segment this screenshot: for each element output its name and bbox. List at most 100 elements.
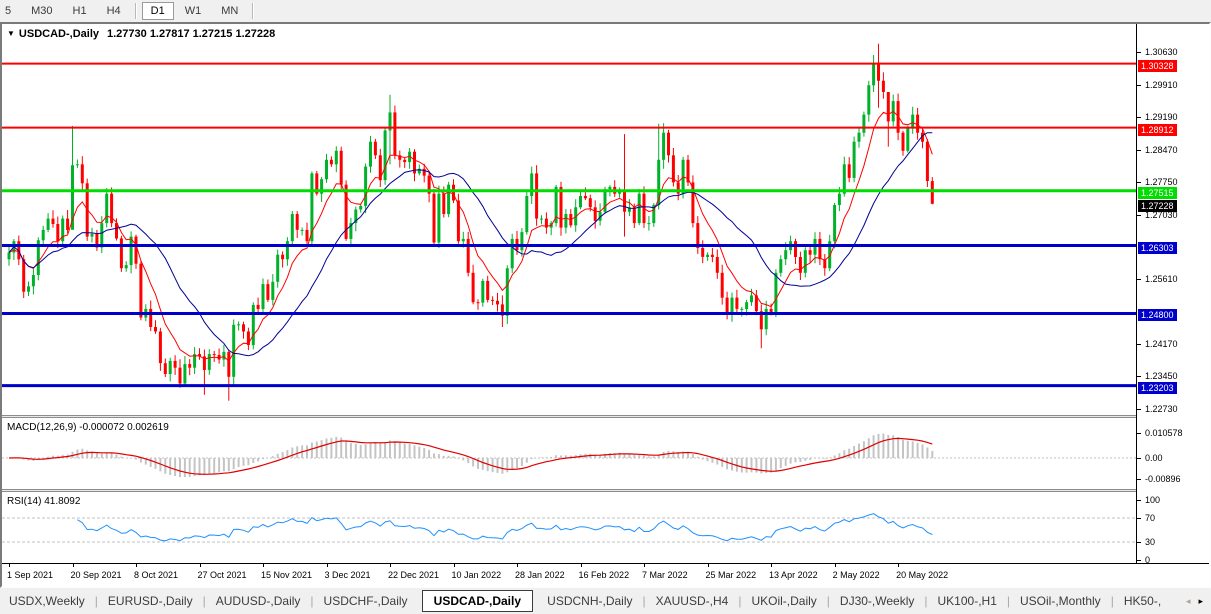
timeframe-button-m30[interactable]: M30 [31,5,53,17]
timeframe-button-w1[interactable]: W1 [184,5,202,17]
date-axis[interactable]: 1 Sep 2021 20 Sep 2021 8 Oct 2021 27 Oct 20… [2,563,1209,587]
date-label: 22 Dec 2021 [388,570,440,580]
rsi-tick-label: 30 [1145,537,1156,547]
chart-ohlc-values: 1.27730 1.27817 1.27215 1.27228 [107,28,276,40]
price-tick-mark [1137,214,1141,216]
date-label: 27 Oct 2021 [197,570,247,580]
rsi-value: 41.8092 [44,496,81,507]
rsi-tick-label: 0 [1145,555,1151,565]
date-tick-mark [707,564,709,567]
timeframe-toolbar: 5 M30 H1 H4 D1 W1 MN [0,0,1211,22]
date-label: 10 Jan 2022 [451,570,502,580]
tab-scroll-left-icon[interactable]: ◂ [1185,595,1191,606]
rsi-tick-mark [1137,560,1141,561]
timeframe-button-h1[interactable]: H1 [72,5,87,17]
current-price-badge: 1.27228 [1138,199,1177,212]
price-tick-mark [1137,376,1141,378]
chart-tab-xauusd-h4[interactable]: XAUUSD-,H4 [655,594,729,608]
price-tick-label: 1.23450 [1145,371,1178,382]
macd-label: MACD(12,26,9) -0.000072 0.002619 [7,422,169,433]
chart-tab-usoil-monthly[interactable]: USOil-,Monthly [1020,594,1101,608]
tab-separator: | [1006,594,1010,608]
price-tick-label: 1.28470 [1145,144,1178,155]
price-level-badge: 1.27515 [1138,186,1177,199]
tab-separator: | [642,594,646,608]
date-label: 8 Oct 2021 [134,570,179,580]
price-tick-mark [1137,278,1141,280]
chart-tab-ukoil-daily[interactable]: UKOil-,Daily [751,594,817,608]
chart-dropdown-icon[interactable]: ▼ [7,29,15,38]
price-level-badge: 1.30328 [1138,59,1177,72]
date-label: 2 May 2022 [832,570,880,580]
price-tick-mark [1137,149,1141,151]
macd-chart[interactable] [2,418,1137,489]
date-label: 3 Dec 2021 [324,570,371,580]
date-label: 15 Nov 2021 [261,570,313,580]
rsi-pane[interactable]: RSI(14) 41.8092 [2,492,1209,563]
tab-separator: | [1110,594,1114,608]
price-level-badge: 1.28912 [1138,123,1177,136]
rsi-tick-label: 70 [1145,513,1156,523]
date-tick-mark [834,564,836,567]
price-tick-label: 1.30630 [1145,47,1178,57]
chart-tab-usdx-weekly[interactable]: USDX,Weekly [9,594,85,608]
timeframe-button-mn[interactable]: MN [221,5,239,17]
timeframe-button-d1[interactable]: D1 [141,2,174,20]
timeframe-button-5[interactable]: 5 [5,5,12,17]
price-tick-label: 1.25610 [1145,273,1178,284]
chart-tab-hk50-[interactable]: HK50-, [1123,594,1162,608]
date-tick-mark [453,564,455,567]
price-level-badge: 1.26303 [1138,241,1177,254]
macd-tick-label: -0.00896 [1145,474,1181,485]
tab-separator: | [738,594,742,608]
chart-tab-usdcnh-daily[interactable]: USDCNH-,Daily [547,594,633,608]
price-axis[interactable]: 1.30630 1.29910 1.29190 1.28470 1.27750 1.270… [1136,24,1209,565]
pane-divider[interactable] [2,489,1209,492]
rsi-chart[interactable] [2,492,1137,563]
tab-separator: | [310,594,314,608]
date-tick-mark [580,564,582,567]
chart-tab-audusd-daily[interactable]: AUDUSD-,Daily [215,594,301,608]
macd-values: -0.000072 0.002619 [79,422,169,433]
rsi-label: RSI(14) 41.8092 [7,496,80,507]
price-level-badge: 1.23203 [1138,381,1177,394]
tab-separator: | [94,594,98,608]
chart-tab-usdchf-daily[interactable]: USDCHF-,Daily [323,594,408,608]
toolbar-separator [252,3,255,19]
date-label: 16 Feb 2022 [578,570,630,580]
timeframe-button-h4[interactable]: H4 [106,5,121,17]
rsi-tick-label: 100 [1145,495,1161,505]
macd-tick-mark [1137,458,1141,459]
price-tick-label: 1.27030 [1145,209,1178,220]
date-tick-mark [136,564,137,567]
macd-name: MACD(12,26,9) [7,422,77,433]
macd-tick-mark [1137,432,1141,434]
toolbar-separator [134,3,137,19]
chart-tab-uk100-h1[interactable]: UK100-,H1 [937,594,997,608]
price-tick-mark [1137,182,1141,184]
chart-title: ▼ USDCAD-,Daily 1.27730 1.27817 1.27215 1.… [7,28,275,40]
macd-pane[interactable]: MACD(12,26,9) -0.000072 0.002619 [2,418,1209,489]
chart-tab-dj30-weekly[interactable]: DJ30-,Weekly [839,594,915,608]
pane-divider[interactable] [2,415,1209,418]
price-level-badge: 1.24800 [1138,309,1177,322]
price-pane[interactable]: ▼ USDCAD-,Daily 1.27730 1.27817 1.27215 1.… [2,24,1209,415]
chart-tab-eurusd-daily[interactable]: EURUSD-,Daily [107,594,193,608]
tab-separator: | [202,594,206,608]
candlestick-chart[interactable] [2,24,1137,415]
date-label: 28 Jan 2022 [515,570,565,580]
price-tick-mark [1137,52,1141,53]
date-tick-mark [72,564,74,567]
tab-separator: | [924,594,928,608]
date-label: 20 May 2022 [896,570,949,580]
chart-tab-usdcad-daily[interactable]: USDCAD-,Daily [421,590,534,612]
rsi-tick-mark [1137,500,1141,501]
date-tick-mark [263,564,265,567]
chart-symbol-label: USDCAD-,Daily [18,28,99,40]
tab-scroll-right-icon[interactable]: ▸ [1198,595,1203,606]
date-tick-mark [644,564,646,567]
tab-scroll-arrows: ◂ ▸ [1182,594,1211,609]
chart-window[interactable]: ▼ USDCAD-,Daily 1.27730 1.27817 1.27215 1.… [0,22,1211,588]
price-tick-label: 1.29190 [1145,112,1178,123]
date-label: 1 Sep 2021 [7,570,54,580]
